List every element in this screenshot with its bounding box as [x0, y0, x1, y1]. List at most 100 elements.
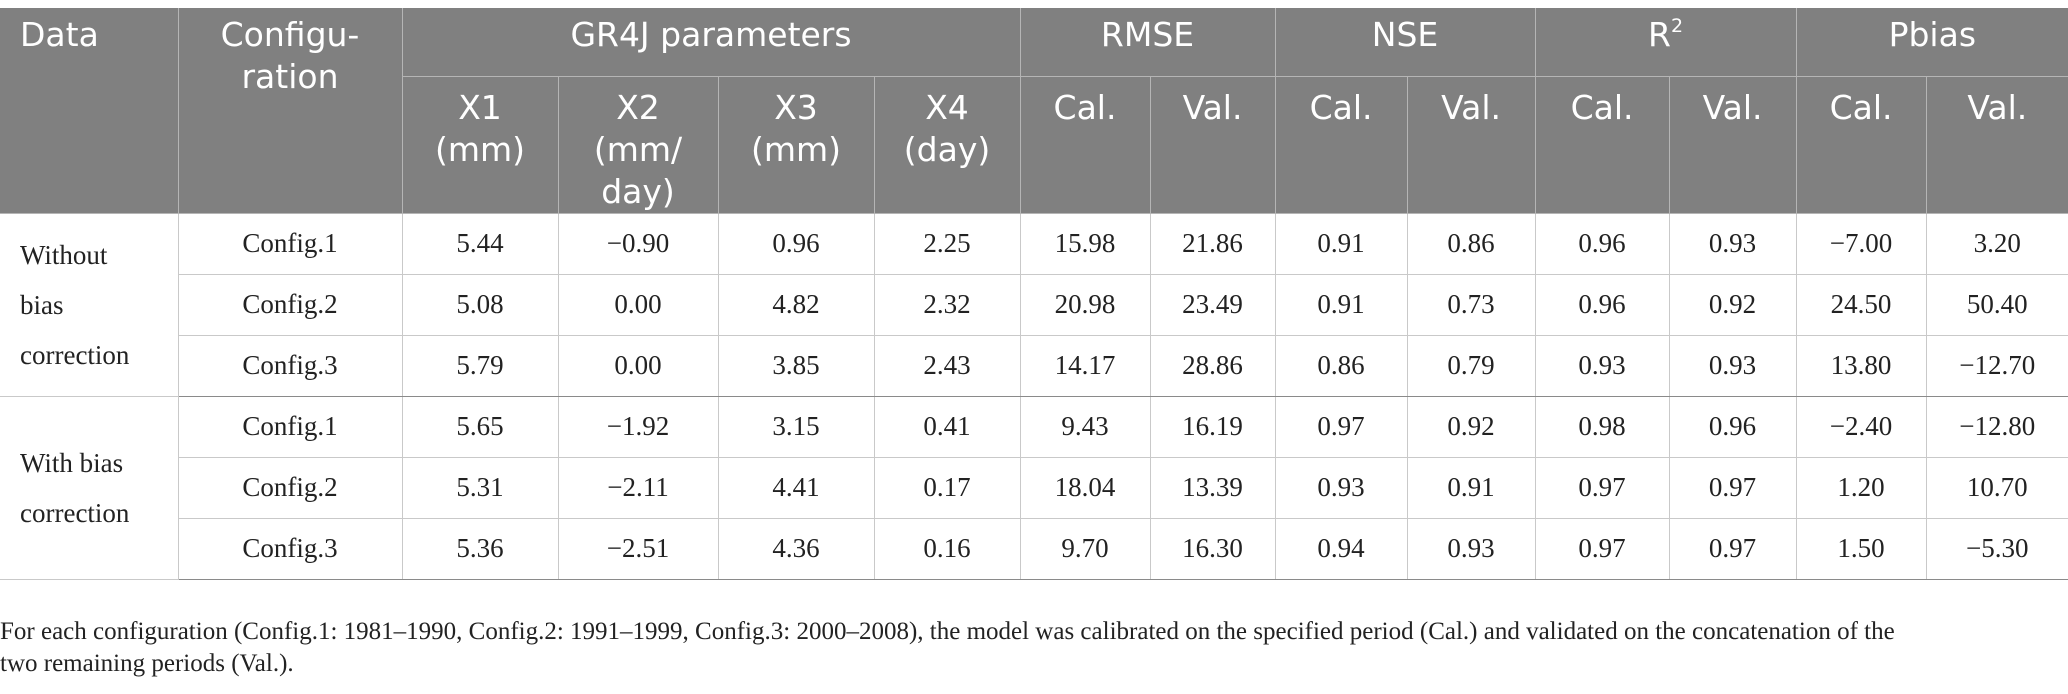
rmse-val-cell: 13.39 — [1150, 457, 1276, 519]
x4-cell: 2.43 — [874, 335, 1021, 397]
x2-cell: 0.00 — [558, 335, 719, 397]
rmse-val-cell: 16.30 — [1150, 518, 1276, 580]
x4-cell: 2.32 — [874, 274, 1021, 336]
table-row: Config.2 5.31 −2.11 4.41 0.17 18.04 13.3… — [0, 457, 2068, 519]
rmse-val-cell: 16.19 — [1150, 396, 1276, 458]
table-row: Without bias correction Config.1 5.44 −0.9… — [0, 213, 2068, 397]
nse-val-cell: 0.86 — [1407, 213, 1536, 275]
r2-cal-cell: 0.97 — [1535, 518, 1670, 580]
table-header: Data Configu-ration GR4J parameters RMSE… — [0, 8, 2068, 214]
nse-cal-cell: 0.91 — [1275, 213, 1408, 275]
x1-cell: 5.44 — [402, 213, 559, 275]
nse-cal-cell: 0.86 — [1275, 335, 1408, 397]
x4-cell: 0.17 — [874, 457, 1021, 519]
r2-val-cell: 0.97 — [1669, 457, 1797, 519]
header-nse-val: Val. — [1407, 76, 1536, 214]
config-cell: Config.1 — [178, 396, 403, 458]
pbias-cal-cell: −7.00 — [1796, 213, 1927, 275]
header-gr4j-parameters: GR4J parameters — [402, 8, 1021, 77]
table-row: With bias correction Config.1 5.65 −1.92 … — [0, 396, 2068, 580]
table-footnote: For each configuration (Config.1: 1981–1… — [0, 616, 2040, 680]
r2-cal-cell: 0.96 — [1535, 213, 1670, 275]
pbias-val-cell: 3.20 — [1926, 213, 2068, 275]
r2-val-cell: 0.97 — [1669, 518, 1797, 580]
x3-cell: 0.96 — [718, 213, 875, 275]
rmse-val-cell: 28.86 — [1150, 335, 1276, 397]
header-r2: R2 — [1535, 8, 1797, 77]
header-pbias-cal: Cal. — [1796, 76, 1927, 214]
x3-cell: 3.85 — [718, 335, 875, 397]
x2-cell: −2.51 — [558, 518, 719, 580]
table-row: Config.2 5.08 0.00 4.82 2.32 20.98 23.49… — [0, 274, 2068, 336]
rmse-cal-cell: 18.04 — [1020, 457, 1151, 519]
header-x1: X1 (mm) — [402, 76, 559, 214]
rmse-cal-cell: 15.98 — [1020, 213, 1151, 275]
pbias-val-cell: −12.80 — [1926, 396, 2068, 458]
pbias-val-cell: −12.70 — [1926, 335, 2068, 397]
x1-cell: 5.65 — [402, 396, 559, 458]
header-rmse-cal: Cal. — [1020, 76, 1151, 214]
x3-cell: 3.15 — [718, 396, 875, 458]
nse-cal-cell: 0.93 — [1275, 457, 1408, 519]
footnote-line-1: For each configuration (Config.1: 1981–1… — [0, 618, 1895, 645]
header-r2-val: Val. — [1669, 76, 1797, 214]
r2-val-cell: 0.96 — [1669, 396, 1797, 458]
x1-cell: 5.36 — [402, 518, 559, 580]
nse-val-cell: 0.93 — [1407, 518, 1536, 580]
pbias-cal-cell: −2.40 — [1796, 396, 1927, 458]
x1-cell: 5.08 — [402, 274, 559, 336]
header-x2: X2 (mm/day) — [558, 76, 719, 214]
r2-val-cell: 0.92 — [1669, 274, 1797, 336]
table-body: Without bias correction Config.1 5.44 −0.9… — [0, 213, 2068, 580]
x4-cell: 0.41 — [874, 396, 1021, 458]
r2-cal-cell: 0.96 — [1535, 274, 1670, 336]
r2-cal-cell: 0.98 — [1535, 396, 1670, 458]
header-data: Data — [0, 8, 179, 214]
footnote-line-2: two remaining periods (Val.). — [0, 650, 294, 677]
r2-val-cell: 0.93 — [1669, 335, 1797, 397]
nse-val-cell: 0.91 — [1407, 457, 1536, 519]
rmse-cal-cell: 9.43 — [1020, 396, 1151, 458]
config-cell: Config.3 — [178, 335, 403, 397]
x2-cell: 0.00 — [558, 274, 719, 336]
config-cell: Config.3 — [178, 518, 403, 580]
config-cell: Config.1 — [178, 213, 403, 275]
table-row: Config.3 5.79 0.00 3.85 2.43 14.17 28.86… — [0, 335, 2068, 397]
r2-val-cell: 0.93 — [1669, 213, 1797, 275]
header-nse-cal: Cal. — [1275, 76, 1408, 214]
nse-val-cell: 0.92 — [1407, 396, 1536, 458]
config-cell: Config.2 — [178, 457, 403, 519]
x1-cell: 5.79 — [402, 335, 559, 397]
pbias-cal-cell: 24.50 — [1796, 274, 1927, 336]
pbias-val-cell: 50.40 — [1926, 274, 2068, 336]
header-rmse-val: Val. — [1150, 76, 1276, 214]
header-configuration: Configu-ration — [178, 8, 403, 214]
x2-cell: −0.90 — [558, 213, 719, 275]
nse-cal-cell: 0.97 — [1275, 396, 1408, 458]
header-nse: NSE — [1275, 8, 1536, 77]
table-row: Config.3 5.36 −2.51 4.36 0.16 9.70 16.30… — [0, 518, 2068, 580]
group-label-with-bias-correction: With bias correction — [0, 396, 179, 580]
rmse-val-cell: 21.86 — [1150, 213, 1276, 275]
rmse-cal-cell: 14.17 — [1020, 335, 1151, 397]
header-x4: X4 (day) — [874, 76, 1021, 214]
rmse-cal-cell: 9.70 — [1020, 518, 1151, 580]
rmse-val-cell: 23.49 — [1150, 274, 1276, 336]
x3-cell: 4.36 — [718, 518, 875, 580]
x4-cell: 0.16 — [874, 518, 1021, 580]
nse-val-cell: 0.73 — [1407, 274, 1536, 336]
header-rmse: RMSE — [1020, 8, 1276, 77]
x1-cell: 5.31 — [402, 457, 559, 519]
config-cell: Config.2 — [178, 274, 403, 336]
header-pbias: Pbias — [1796, 8, 2068, 77]
x3-cell: 4.41 — [718, 457, 875, 519]
x3-cell: 4.82 — [718, 274, 875, 336]
x4-cell: 2.25 — [874, 213, 1021, 275]
x2-cell: −2.11 — [558, 457, 719, 519]
nse-val-cell: 0.79 — [1407, 335, 1536, 397]
header-pbias-val: Val. — [1926, 76, 2068, 214]
r2-cal-cell: 0.93 — [1535, 335, 1670, 397]
pbias-cal-cell: 13.80 — [1796, 335, 1927, 397]
nse-cal-cell: 0.94 — [1275, 518, 1408, 580]
nse-cal-cell: 0.91 — [1275, 274, 1408, 336]
